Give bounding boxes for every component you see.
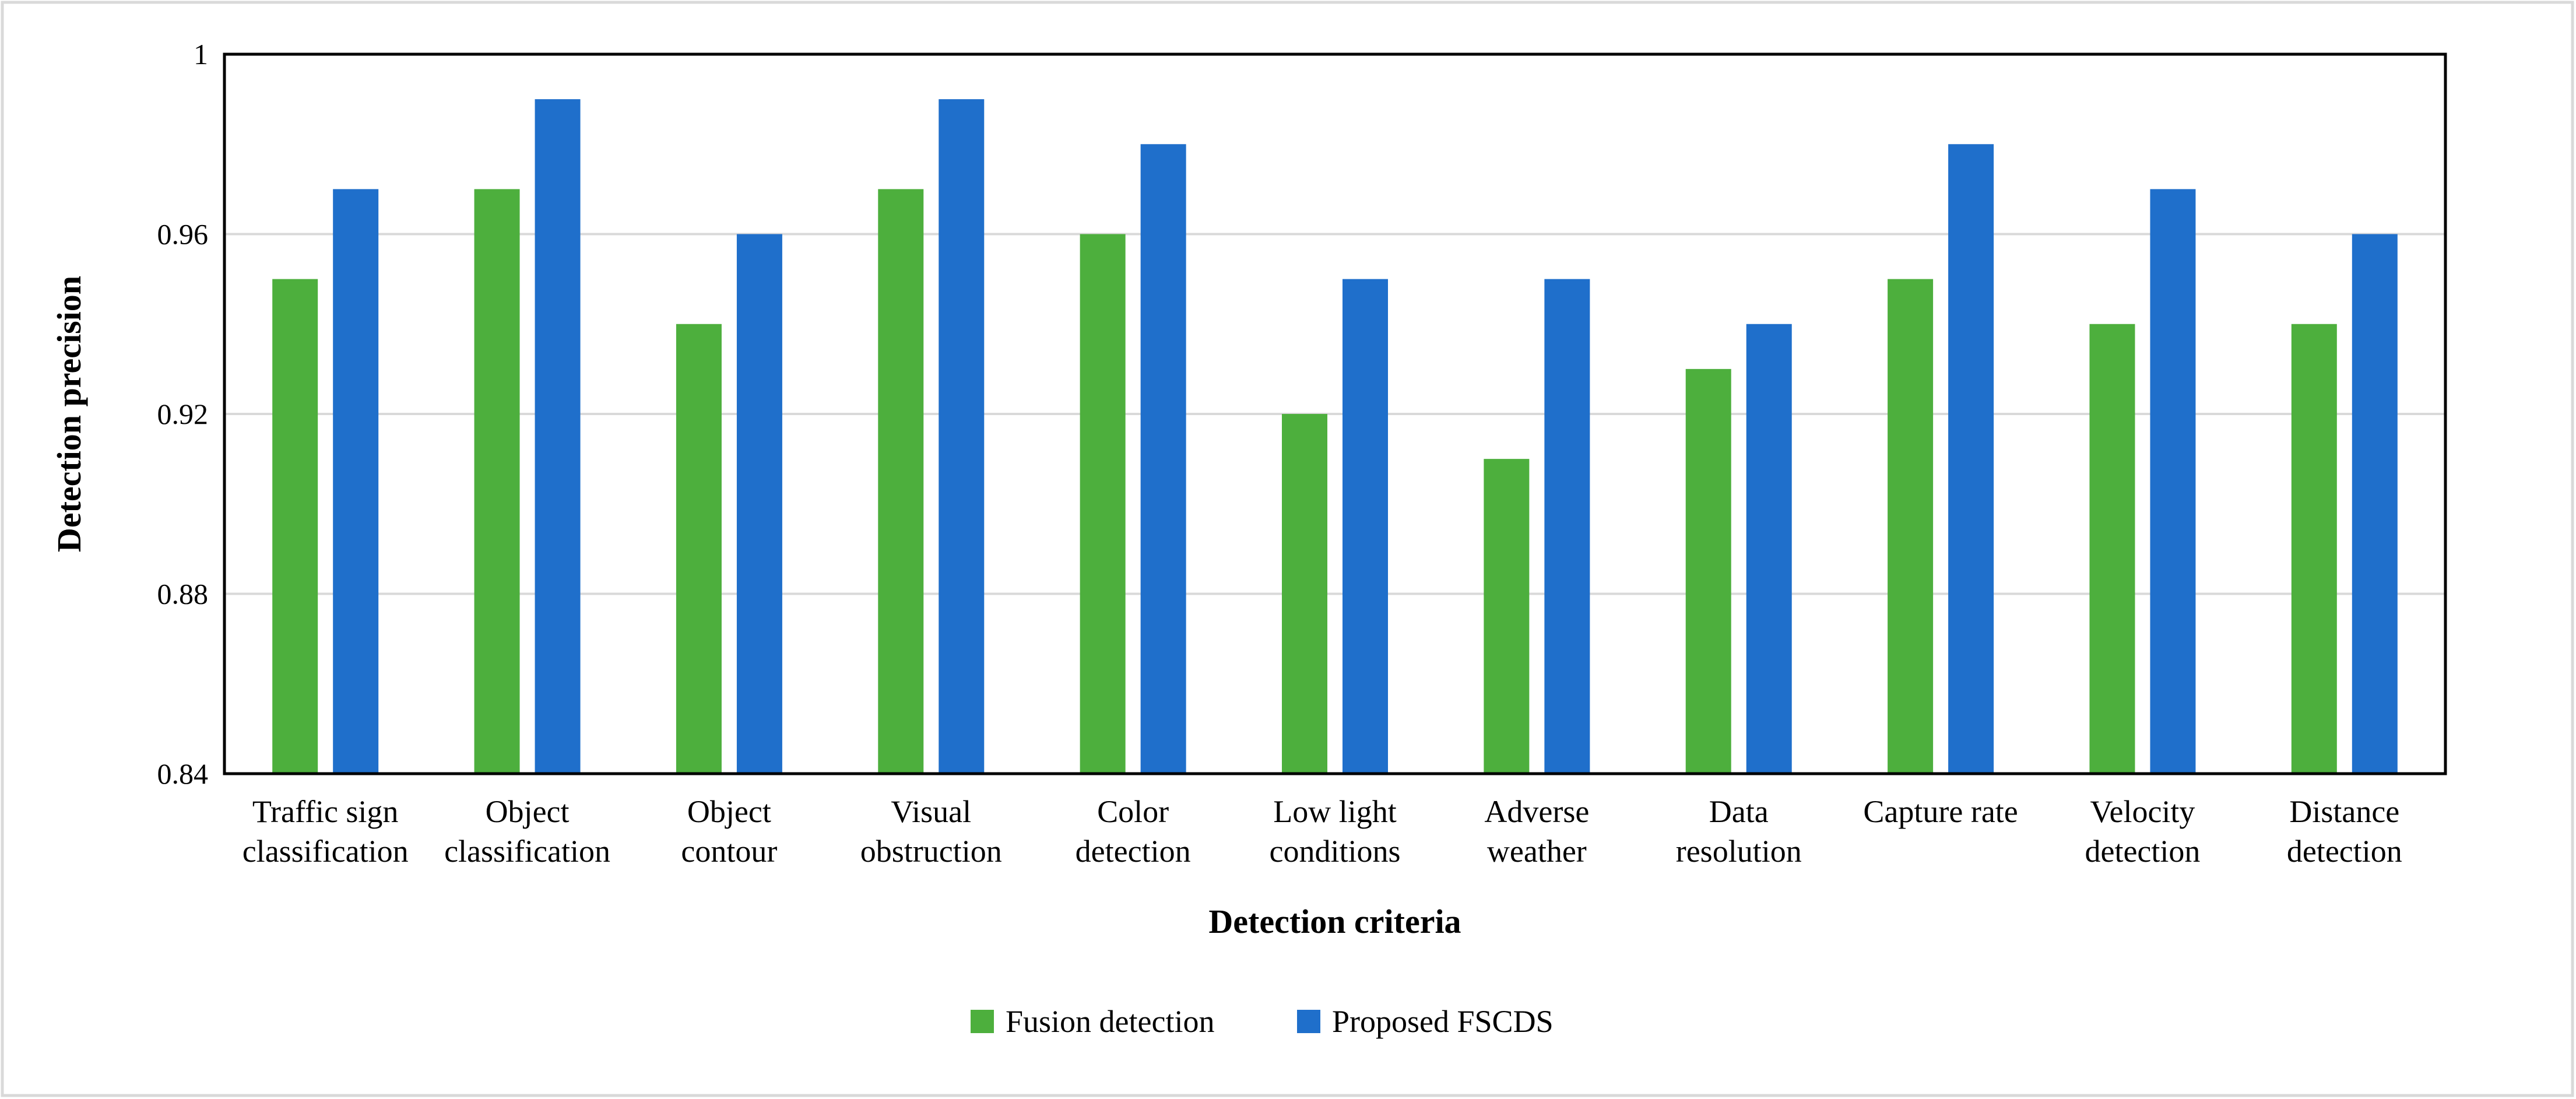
x-category-line: weather — [1487, 834, 1587, 869]
x-category-label: Object classification — [444, 794, 610, 869]
x-category-line: detection — [2085, 834, 2200, 869]
x-category-line: detection — [1076, 834, 1191, 869]
x-category-label: Adverse weather — [1484, 794, 1589, 869]
bar-fusion-detection — [2291, 324, 2337, 774]
x-category-line: Capture rate — [1863, 794, 2018, 829]
x-category-label: Low light conditions — [1270, 794, 1401, 869]
bars — [272, 99, 2398, 774]
y-tick-label: 0.96 — [157, 218, 209, 251]
x-category-line: resolution — [1676, 834, 1802, 869]
y-axis-ticks: 0.84 0.88 0.92 0.96 1 — [157, 38, 209, 790]
x-category-line: Adverse — [1484, 794, 1589, 829]
x-category-line: Distance — [2289, 794, 2399, 829]
bar-fusion-detection — [1282, 414, 1327, 774]
bar-fusion-detection — [878, 189, 924, 774]
bar-fusion-detection — [2089, 324, 2135, 774]
x-category-line: contour — [681, 834, 777, 869]
bar-proposed-fscds — [2352, 234, 2398, 774]
y-axis-title: Detection precision — [50, 276, 88, 552]
bar-proposed-fscds — [939, 99, 985, 774]
x-category-line: Color — [1097, 794, 1169, 829]
x-category-line: classification — [243, 834, 409, 869]
x-category-label: Capture rate — [1863, 794, 2018, 829]
legend: Fusion detection Proposed FSCDS — [971, 1004, 1554, 1039]
bar-proposed-fscds — [1140, 144, 1186, 774]
y-tick-label: 1 — [194, 38, 208, 71]
x-axis-title: Detection criteria — [1208, 903, 1461, 940]
x-category-label: Color detection — [1076, 794, 1191, 869]
x-category-line: Visual — [891, 794, 971, 829]
x-category-line: Object — [687, 794, 771, 829]
bar-proposed-fscds — [736, 234, 782, 774]
x-category-label: Data resolution — [1676, 794, 1802, 869]
x-axis-categories: Traffic sign classification Object classifi… — [243, 794, 2402, 869]
bar-fusion-detection — [1080, 234, 1126, 774]
plot-area-border — [223, 52, 2447, 775]
y-tick-label: 0.84 — [157, 757, 209, 790]
bar-fusion-detection — [272, 279, 318, 774]
bar-fusion-detection — [474, 189, 520, 774]
x-category-label: Traffic sign classification — [243, 794, 409, 869]
bar-proposed-fscds — [1343, 279, 1388, 774]
legend-label-fusion-detection: Fusion detection — [1006, 1004, 1214, 1039]
bar-fusion-detection — [1484, 459, 1530, 774]
x-category-line: Low light — [1273, 794, 1397, 829]
legend-label-proposed-fscds: Proposed FSCDS — [1332, 1004, 1554, 1039]
bar-fusion-detection — [676, 324, 722, 774]
x-category-label: Visual obstruction — [860, 794, 1002, 869]
x-category-line: conditions — [1270, 834, 1401, 869]
legend-swatch-proposed-fscds — [1297, 1010, 1320, 1033]
x-category-line: detection — [2287, 834, 2402, 869]
x-category-label: Velocity detection — [2085, 794, 2200, 869]
x-category-line: Traffic sign — [252, 794, 399, 829]
bar-proposed-fscds — [1746, 324, 1792, 774]
bar-proposed-fscds — [1948, 144, 1994, 774]
bar-proposed-fscds — [1544, 279, 1590, 774]
y-tick-label: 0.92 — [157, 398, 209, 430]
x-category-line: obstruction — [860, 834, 1002, 869]
bar-proposed-fscds — [535, 99, 581, 774]
legend-swatch-fusion-detection — [971, 1010, 994, 1033]
x-category-line: Velocity — [2090, 794, 2195, 829]
x-category-label: Object contour — [681, 794, 777, 869]
x-category-line: Object — [486, 794, 570, 829]
x-category-label: Distance detection — [2287, 794, 2402, 869]
bar-proposed-fscds — [333, 189, 379, 774]
bar-proposed-fscds — [2150, 189, 2196, 774]
x-category-line: Data — [1709, 794, 1769, 829]
x-category-line: classification — [444, 834, 610, 869]
bar-fusion-detection — [1888, 279, 1934, 774]
y-tick-label: 0.88 — [157, 578, 209, 610]
bar-fusion-detection — [1685, 368, 1731, 774]
